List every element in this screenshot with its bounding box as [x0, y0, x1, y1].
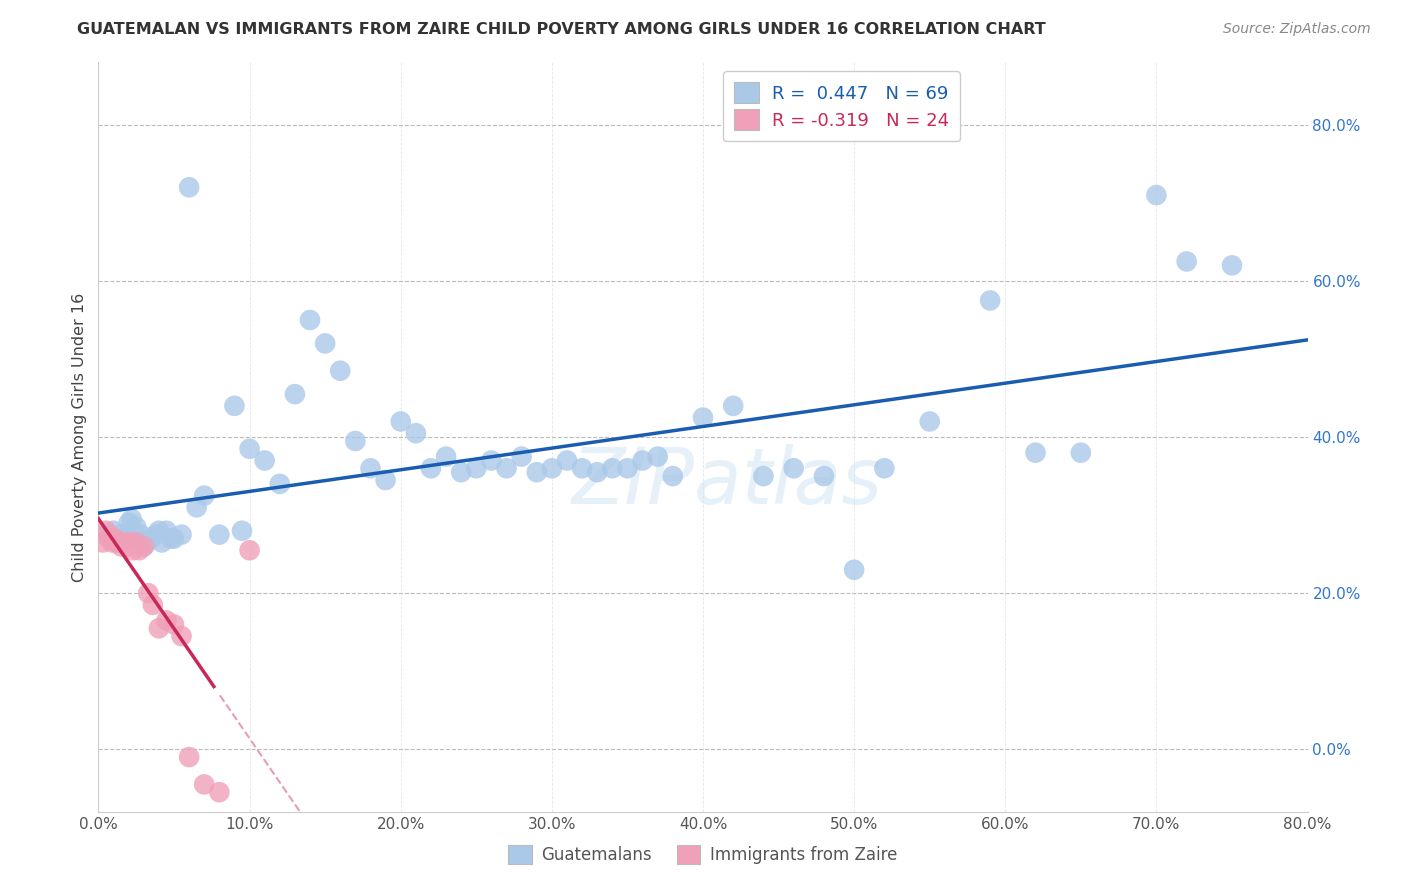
Point	[844, 563, 866, 577]
Text: Source: ZipAtlas.com: Source: ZipAtlas.com	[1223, 22, 1371, 37]
Point	[129, 527, 152, 541]
Point	[91, 535, 114, 549]
Point	[105, 535, 128, 549]
Point	[120, 535, 142, 549]
Point	[389, 414, 412, 428]
Point	[979, 293, 1001, 308]
Point	[224, 399, 246, 413]
Point	[616, 461, 638, 475]
Point	[434, 450, 457, 464]
Point	[160, 532, 183, 546]
Point	[118, 516, 141, 530]
Point	[481, 453, 503, 467]
Point	[284, 387, 307, 401]
Point	[918, 414, 941, 428]
Point	[170, 527, 193, 541]
Point	[360, 461, 382, 475]
Point	[873, 461, 896, 475]
Point	[104, 532, 127, 546]
Point	[98, 532, 121, 546]
Point	[125, 535, 148, 549]
Point	[110, 527, 132, 541]
Point	[465, 461, 488, 475]
Point	[186, 500, 208, 515]
Point	[128, 543, 150, 558]
Point	[121, 512, 143, 526]
Point	[136, 586, 159, 600]
Point	[269, 476, 291, 491]
Point	[1220, 258, 1243, 272]
Point	[145, 527, 167, 541]
Point	[1144, 188, 1167, 202]
Point	[783, 461, 806, 475]
Point	[179, 180, 201, 194]
Point	[1175, 254, 1198, 268]
Point	[148, 524, 170, 538]
Point	[110, 539, 132, 553]
Legend: Guatemalans, Immigrants from Zaire: Guatemalans, Immigrants from Zaire	[502, 838, 904, 871]
Point	[661, 469, 683, 483]
Point	[450, 465, 472, 479]
Point	[586, 465, 609, 479]
Point	[179, 750, 201, 764]
Point	[231, 524, 253, 538]
Point	[723, 399, 745, 413]
Point	[112, 535, 135, 549]
Point	[114, 532, 136, 546]
Point	[103, 524, 125, 538]
Point	[314, 336, 336, 351]
Point	[135, 535, 157, 549]
Point	[344, 434, 367, 448]
Point	[148, 621, 170, 635]
Point	[692, 410, 714, 425]
Point	[1024, 446, 1046, 460]
Text: ZIPatlas: ZIPatlas	[572, 444, 883, 520]
Point	[752, 469, 775, 483]
Point	[374, 473, 396, 487]
Point	[239, 442, 262, 456]
Point	[813, 469, 835, 483]
Text: GUATEMALAN VS IMMIGRANTS FROM ZAIRE CHILD POVERTY AMONG GIRLS UNDER 16 CORRELATI: GUATEMALAN VS IMMIGRANTS FROM ZAIRE CHIL…	[77, 22, 1046, 37]
Point	[526, 465, 548, 479]
Y-axis label: Child Poverty Among Girls Under 16: Child Poverty Among Girls Under 16	[72, 293, 87, 582]
Point	[208, 785, 231, 799]
Point	[510, 450, 533, 464]
Point	[163, 532, 186, 546]
Point	[125, 520, 148, 534]
Point	[155, 614, 177, 628]
Point	[647, 450, 669, 464]
Point	[540, 461, 562, 475]
Point	[115, 539, 138, 553]
Point	[100, 532, 122, 546]
Point	[495, 461, 517, 475]
Point	[602, 461, 624, 475]
Point	[253, 453, 276, 467]
Point	[405, 426, 427, 441]
Point	[142, 598, 165, 612]
Point	[1070, 446, 1092, 460]
Point	[555, 453, 578, 467]
Point	[132, 539, 155, 553]
Point	[193, 489, 215, 503]
Point	[150, 535, 173, 549]
Point	[208, 527, 231, 541]
Point	[132, 539, 155, 553]
Point	[170, 629, 193, 643]
Point	[94, 524, 117, 538]
Point	[329, 364, 352, 378]
Point	[239, 543, 262, 558]
Point	[122, 543, 145, 558]
Point	[155, 524, 177, 538]
Point	[107, 535, 129, 549]
Point	[420, 461, 443, 475]
Point	[141, 532, 163, 546]
Point	[299, 313, 322, 327]
Point	[193, 777, 215, 791]
Point	[571, 461, 593, 475]
Point	[631, 453, 654, 467]
Point	[94, 527, 117, 541]
Point	[163, 617, 186, 632]
Point	[101, 535, 124, 549]
